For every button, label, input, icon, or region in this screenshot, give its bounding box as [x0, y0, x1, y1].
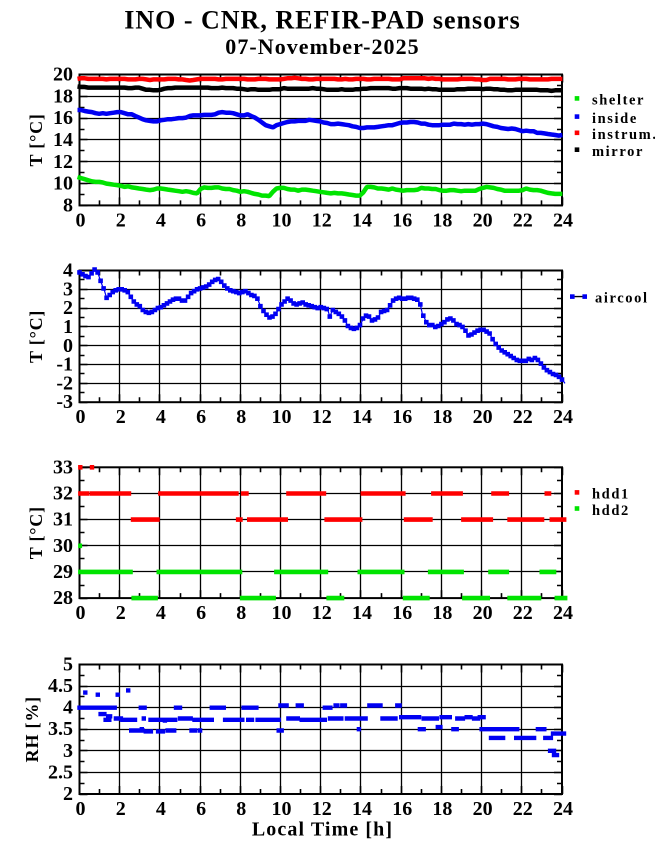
svg-text:0: 0	[76, 798, 86, 820]
svg-text:shelter: shelter	[592, 93, 645, 109]
svg-text:10: 10	[53, 173, 73, 195]
svg-text:24: 24	[553, 602, 573, 624]
svg-text:4: 4	[63, 260, 73, 282]
svg-text:30: 30	[53, 535, 73, 557]
svg-text:6: 6	[196, 406, 206, 428]
svg-text:4: 4	[156, 798, 166, 820]
svg-text:Local Time [h]: Local Time [h]	[252, 819, 393, 841]
svg-text:20: 20	[473, 602, 493, 624]
svg-text:16: 16	[392, 406, 412, 428]
svg-text:32: 32	[53, 483, 73, 505]
svg-text:8: 8	[236, 406, 246, 428]
svg-text:2: 2	[116, 209, 126, 231]
svg-text:8: 8	[236, 798, 246, 820]
svg-text:10: 10	[272, 209, 292, 231]
svg-text:18: 18	[53, 85, 73, 107]
svg-text:6: 6	[196, 209, 206, 231]
svg-text:12: 12	[312, 406, 332, 428]
svg-text:2.5: 2.5	[48, 761, 73, 783]
svg-text:12: 12	[53, 151, 73, 173]
svg-text:07-November-2025: 07-November-2025	[225, 34, 419, 59]
svg-text:2: 2	[63, 783, 73, 805]
svg-text:12: 12	[312, 209, 332, 231]
svg-text:18: 18	[432, 798, 452, 820]
svg-text:3: 3	[63, 278, 73, 300]
svg-text:14: 14	[53, 129, 73, 151]
svg-text:0: 0	[76, 602, 86, 624]
svg-text:2: 2	[63, 297, 73, 319]
svg-text:hdd1: hdd1	[592, 487, 630, 503]
svg-text:16: 16	[392, 798, 412, 820]
svg-text:4: 4	[63, 697, 73, 719]
svg-text:20: 20	[473, 209, 493, 231]
svg-text:22: 22	[513, 406, 533, 428]
svg-text:14: 14	[352, 406, 372, 428]
svg-text:14: 14	[352, 798, 372, 820]
svg-text:10: 10	[272, 602, 292, 624]
svg-text:mirror: mirror	[592, 144, 644, 160]
svg-text:0: 0	[76, 406, 86, 428]
svg-text:3: 3	[63, 740, 73, 762]
svg-text:10: 10	[272, 798, 292, 820]
svg-text:8: 8	[63, 194, 73, 216]
svg-text:4: 4	[156, 209, 166, 231]
svg-text:1: 1	[63, 316, 73, 338]
svg-text:INO - CNR, REFIR-PAD sensors: INO - CNR, REFIR-PAD sensors	[124, 6, 521, 35]
svg-text:20: 20	[473, 406, 493, 428]
svg-text:12: 12	[312, 602, 332, 624]
svg-text:22: 22	[513, 209, 533, 231]
svg-text:2: 2	[116, 602, 126, 624]
svg-text:T [°C]: T [°C]	[26, 310, 46, 363]
svg-text:20: 20	[53, 64, 73, 86]
svg-text:29: 29	[53, 561, 73, 583]
svg-text:4.5: 4.5	[48, 675, 73, 697]
svg-text:2: 2	[116, 798, 126, 820]
svg-text:0: 0	[63, 335, 73, 357]
svg-text:aircool: aircool	[595, 291, 649, 307]
svg-text:0: 0	[76, 209, 86, 231]
svg-text:16: 16	[53, 107, 73, 129]
svg-text:RH [%]: RH [%]	[22, 696, 42, 762]
svg-text:-2: -2	[56, 372, 73, 394]
svg-text:18: 18	[432, 602, 452, 624]
svg-text:T [°C]: T [°C]	[26, 113, 46, 166]
svg-text:31: 31	[53, 509, 73, 531]
svg-text:24: 24	[553, 798, 573, 820]
svg-text:12: 12	[312, 798, 332, 820]
svg-text:14: 14	[352, 602, 372, 624]
svg-text:8: 8	[236, 209, 246, 231]
svg-text:3.5: 3.5	[48, 718, 73, 740]
svg-text:inside: inside	[592, 111, 638, 127]
svg-text:-1: -1	[56, 354, 73, 376]
svg-text:22: 22	[513, 602, 533, 624]
svg-text:18: 18	[432, 406, 452, 428]
svg-text:24: 24	[553, 209, 573, 231]
svg-text:hdd2: hdd2	[592, 503, 630, 519]
svg-text:16: 16	[392, 602, 412, 624]
svg-text:24: 24	[553, 406, 573, 428]
svg-text:8: 8	[236, 602, 246, 624]
svg-text:20: 20	[473, 798, 493, 820]
svg-text:instrum.: instrum.	[592, 127, 655, 143]
svg-text:-3: -3	[56, 391, 73, 413]
svg-text:2: 2	[116, 406, 126, 428]
svg-text:18: 18	[432, 209, 452, 231]
svg-text:4: 4	[156, 406, 166, 428]
svg-text:33: 33	[53, 456, 73, 478]
svg-text:14: 14	[352, 209, 372, 231]
svg-text:6: 6	[196, 798, 206, 820]
svg-text:T [°C]: T [°C]	[26, 506, 46, 559]
svg-text:4: 4	[156, 602, 166, 624]
svg-text:22: 22	[513, 798, 533, 820]
svg-text:5: 5	[63, 654, 73, 676]
svg-text:6: 6	[196, 602, 206, 624]
svg-text:10: 10	[272, 406, 292, 428]
svg-text:16: 16	[392, 209, 412, 231]
svg-text:28: 28	[53, 587, 73, 609]
